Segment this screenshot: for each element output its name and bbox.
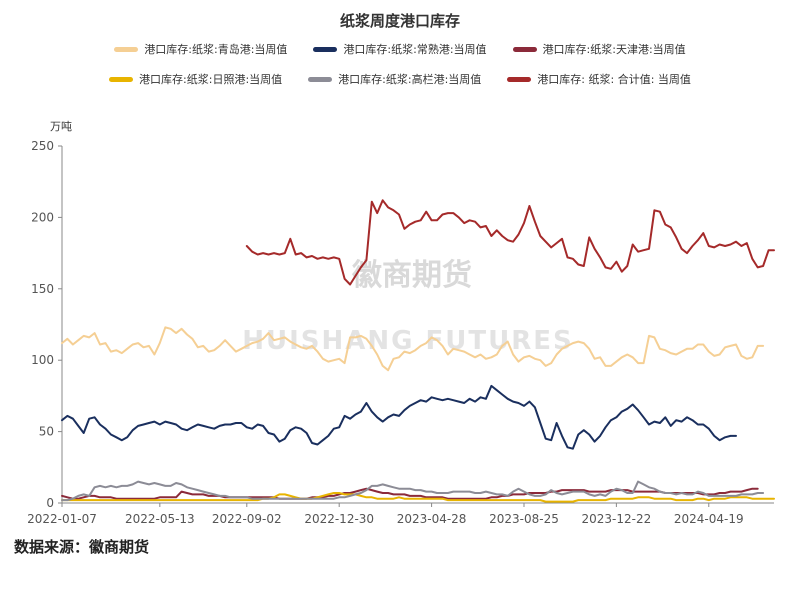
y-tick-label: 150: [31, 282, 54, 296]
legend-item-qingdao[interactable]: 港口库存:纸浆:青岛港:当周值: [114, 41, 287, 57]
series-line-changshu[interactable]: [61, 384, 737, 450]
legend-swatch-changshu: [313, 46, 338, 52]
legend-label-rizhao: 港口库存:纸浆:日照港:当周值: [139, 73, 283, 86]
x-tick-label: 2022-05-13: [125, 512, 195, 526]
y-tick-label: 0: [46, 496, 54, 510]
legend-item-tianjin[interactable]: 港口库存:纸浆:天津港:当周值: [512, 41, 686, 57]
x-tick-label: 2023-04-28: [397, 512, 467, 526]
legend-item-gaolan[interactable]: 港口库存:纸浆:高栏港:当周值: [308, 71, 481, 87]
legend-swatch-rizhao: [109, 76, 134, 82]
legend-swatch-qingdao: [114, 46, 139, 52]
legend-item-total[interactable]: 港口库存: 纸浆: 合计值: 当周值: [507, 71, 691, 87]
legend-row-2: 港口库存:纸浆:日照港:当周值 港口库存:纸浆:高栏港:当周值 港口库存: 纸浆…: [0, 71, 800, 87]
x-tick-label: 2024-04-19: [674, 512, 744, 526]
y-axis-unit-label: 万吨: [50, 120, 72, 133]
legend-swatch-total: [507, 76, 532, 82]
x-tick-label: 2023-12-22: [582, 512, 652, 526]
legend-swatch-gaolan: [308, 76, 333, 82]
axes: 0 50 100 150 200 250 2022-01-07 2022-05-13 2022-…: [27, 139, 774, 526]
legend-swatch-tianjin: [512, 46, 537, 52]
legend-label-qingdao: 港口库存:纸浆:青岛港:当周值: [144, 43, 288, 56]
y-tick-label: 100: [31, 353, 54, 367]
x-tick-label: 2022-01-07: [27, 512, 97, 526]
legend-label-gaolan: 港口库存:纸浆:高栏港:当周值: [338, 73, 482, 86]
y-tick-label: 50: [39, 425, 54, 439]
legend-item-changshu[interactable]: 港口库存:纸浆:常熟港:当周值: [313, 41, 487, 57]
x-tick-label: 2022-09-02: [212, 512, 282, 526]
legend-label-tianjin: 港口库存:纸浆:天津港:当周值: [542, 43, 686, 56]
legend-item-rizhao[interactable]: 港口库存:纸浆:日照港:当周值: [109, 71, 282, 87]
y-tick-label: 200: [31, 210, 54, 224]
watermark-cn: 徽商期货: [351, 258, 472, 293]
series-line-total[interactable]: [245, 199, 775, 286]
series-line-tianjin[interactable]: [61, 487, 759, 500]
legend-label-total: 港口库存: 纸浆: 合计值: 当周值: [537, 73, 691, 86]
series-line-gaolan[interactable]: [61, 480, 765, 502]
x-tick-label: 2023-08-25: [489, 512, 559, 526]
y-tick-label: 250: [31, 139, 54, 153]
series-line-qingdao[interactable]: [61, 326, 765, 372]
data-source: 数据来源：徽商期货: [14, 538, 150, 556]
series-line-rizhao[interactable]: [61, 492, 775, 503]
x-tick-label: 2022-12-30: [304, 512, 374, 526]
watermark: 徽商期货 HUISHANG FUTURES: [242, 258, 574, 356]
chart-title: 纸浆周度港口库存: [339, 12, 460, 30]
legend-label-changshu: 港口库存:纸浆:常熟港:当周值: [343, 43, 487, 56]
watermark-en: HUISHANG FUTURES: [242, 326, 574, 356]
legend-row-1: 港口库存:纸浆:青岛港:当周值 港口库存:纸浆:常熟港:当周值 港口库存:纸浆:…: [0, 41, 800, 57]
series-lines: [61, 199, 775, 503]
